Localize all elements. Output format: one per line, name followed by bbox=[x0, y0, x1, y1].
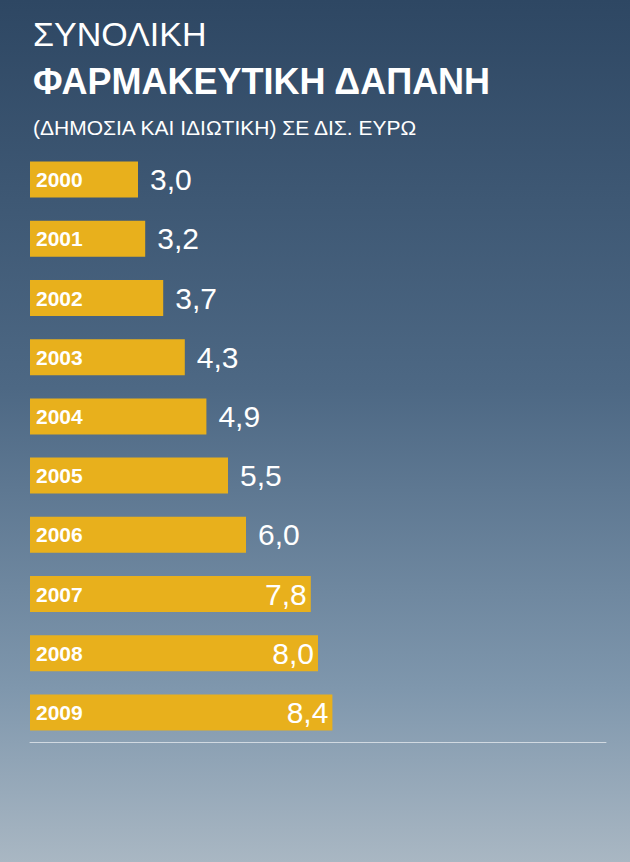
svg-text:ΦΑΡΜΑΚΕΥΤΙΚΗ ΔΑΠΑΝΗ: ΦΑΡΜΑΚΕΥΤΙΚΗ ΔΑΠΑΝΗ bbox=[33, 61, 490, 102]
svg-text:(ΔΗΜΟΣΙΑ ΚΑΙ ΙΔΙΩΤΙΚΗ) ΣΕ ΔΙΣ.: (ΔΗΜΟΣΙΑ ΚΑΙ ΙΔΙΩΤΙΚΗ) ΣΕ ΔΙΣ. ΕΥΡΩ bbox=[33, 116, 416, 139]
svg-text:8,4: 8,4 bbox=[287, 696, 329, 729]
svg-text:4,3: 4,3 bbox=[197, 341, 239, 374]
svg-text:2000: 2000 bbox=[36, 168, 83, 191]
svg-text:6,0: 6,0 bbox=[258, 518, 300, 551]
svg-text:4,9: 4,9 bbox=[218, 400, 260, 433]
svg-text:3,7: 3,7 bbox=[175, 282, 217, 315]
svg-text:2007: 2007 bbox=[36, 583, 83, 606]
svg-text:2001: 2001 bbox=[36, 227, 83, 250]
svg-text:8,0: 8,0 bbox=[272, 637, 314, 670]
svg-text:2003: 2003 bbox=[36, 346, 83, 369]
svg-text:2008: 2008 bbox=[36, 642, 83, 665]
svg-text:7,8: 7,8 bbox=[265, 578, 307, 611]
svg-text:5,5: 5,5 bbox=[240, 459, 282, 492]
svg-text:2006: 2006 bbox=[36, 523, 83, 546]
svg-text:2004: 2004 bbox=[36, 405, 83, 428]
svg-text:3,2: 3,2 bbox=[157, 222, 199, 255]
svg-text:2009: 2009 bbox=[36, 701, 83, 724]
svg-text:2002: 2002 bbox=[36, 287, 83, 310]
svg-text:2005: 2005 bbox=[36, 464, 83, 487]
svg-text:ΣΥΝΟΛΙΚΗ: ΣΥΝΟΛΙΚΗ bbox=[33, 15, 206, 53]
svg-text:3,0: 3,0 bbox=[150, 163, 192, 196]
